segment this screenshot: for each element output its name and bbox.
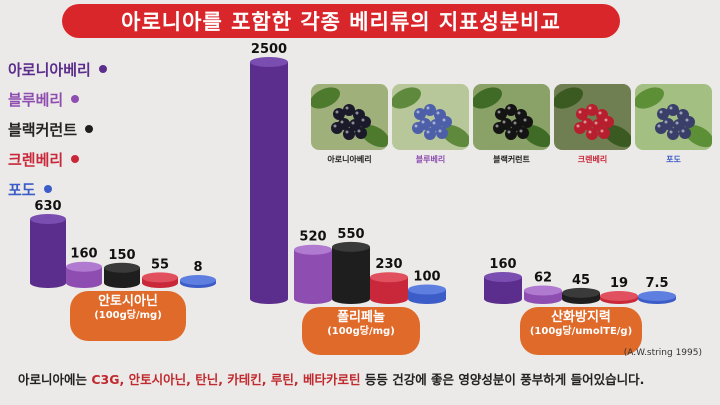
group-unit: (100g당/mg): [94, 309, 162, 321]
legend-item: 블루베리: [8, 84, 107, 114]
legend-swatch: [71, 155, 80, 163]
bar: [294, 244, 332, 304]
group-title: 안토시아닌: [98, 294, 158, 309]
legend-swatch: [43, 185, 52, 193]
berry-photo: [311, 84, 388, 150]
bar: [638, 291, 676, 304]
group-label: 산화방지력 (100g당/umolTE/g): [520, 307, 642, 355]
berry-photo: [554, 84, 631, 150]
bar: [332, 241, 370, 304]
legend-item: 크렌베리: [8, 144, 107, 174]
bar-value-label: 19: [610, 276, 628, 291]
bar-value-label: 520: [299, 230, 326, 245]
photo-label: 블랙커런트: [493, 155, 530, 164]
legend-item: 블랙커런트: [8, 114, 107, 144]
bar: [250, 57, 288, 304]
group-unit: (100g당/umolTE/g): [529, 325, 633, 337]
bar: [180, 275, 216, 288]
bar-value-label: 7.5: [645, 276, 668, 291]
bar-value-label: 45: [572, 273, 590, 288]
photo-label: 포도: [666, 155, 681, 164]
bar: [408, 284, 446, 304]
bar-value-label: 2500: [251, 42, 287, 57]
legend-label: 크렌베리: [8, 150, 64, 169]
bar-value-label: 62: [534, 270, 552, 285]
legend-swatch: [98, 65, 107, 73]
group-label: 폴리페놀 (100g당/mg): [302, 307, 420, 355]
bar: [142, 272, 178, 288]
photo-label: 아로니아베리: [327, 155, 372, 164]
photo-label: 크렌베리: [577, 155, 608, 164]
legend-label: 포도: [8, 180, 36, 199]
page-title: 아로니아를 포함한 각종 베리류의 지표성분비교: [62, 4, 620, 38]
bar: [104, 262, 140, 288]
bar: [562, 287, 600, 304]
bar-value-label: 150: [108, 248, 135, 263]
legend-swatch: [85, 125, 94, 133]
group-unit: (100g당/mg): [327, 325, 395, 337]
bar-value-label: 8: [193, 260, 202, 275]
legend-swatch: [71, 95, 80, 103]
bar-value-label: 630: [34, 199, 61, 214]
bar: [484, 272, 522, 304]
footer-prefix: 아로니아에는: [18, 372, 92, 387]
bar: [524, 285, 562, 304]
legend-label: 아로니아베리: [8, 60, 91, 79]
footer-highlight: C3G, 안토시아닌, 탄닌, 카테킨, 루틴, 베타카로틴: [91, 372, 361, 387]
bar-value-label: 100: [413, 270, 440, 285]
bar-value-label: 160: [70, 247, 97, 262]
bar: [600, 291, 638, 304]
bar-value-label: 230: [375, 257, 402, 272]
bar: [370, 272, 408, 304]
bar-value-label: 550: [337, 227, 364, 242]
group-title: 산화방지력: [551, 310, 611, 325]
legend-item: 포도: [8, 174, 107, 204]
bar-value-label: 55: [151, 257, 169, 272]
bar-value-label: 160: [489, 257, 516, 272]
berry-photo: [392, 84, 469, 150]
source-citation: (A.W.string 1995): [623, 348, 702, 358]
bar: [30, 214, 66, 288]
berry-photo: [635, 84, 712, 150]
group-label: 안토시아닌 (100g당/mg): [70, 291, 186, 341]
photo-label: 블루베리: [415, 155, 446, 164]
legend-label: 블루베리: [8, 90, 64, 109]
legend-item: 아로니아베리: [8, 54, 107, 84]
legend-label: 블랙커런트: [8, 120, 78, 139]
bar: [66, 261, 102, 288]
group-title: 폴리페놀: [337, 310, 385, 325]
footer-suffix: 등등 건강에 좋은 영양성분이 풍부하게 들어있습니다.: [360, 372, 645, 387]
footer-note: 아로니아에는 C3G, 안토시아닌, 탄닌, 카테킨, 루틴, 베타카로틴 등등…: [18, 369, 644, 388]
berry-photo: [473, 84, 550, 150]
